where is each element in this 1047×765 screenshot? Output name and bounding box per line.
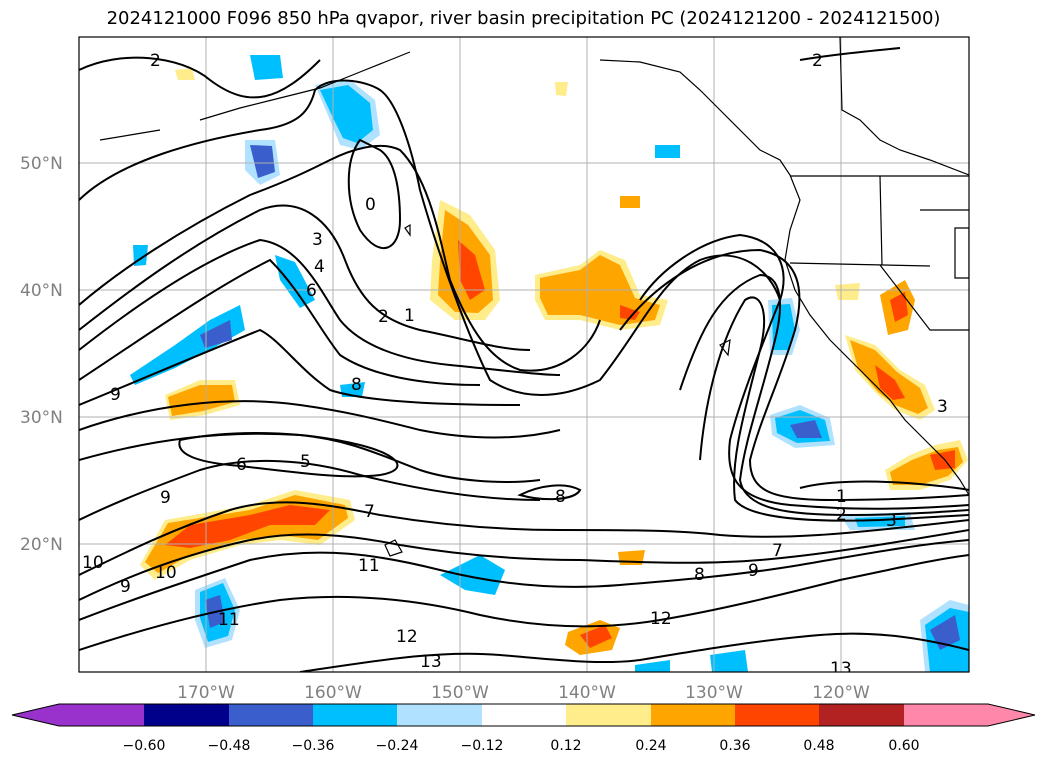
colorbar-tick-label: 0.48 — [803, 738, 834, 754]
lat-label: 40°N — [20, 281, 63, 301]
contour-label: 2 — [836, 505, 847, 525]
colorbar-tick-label: 0.12 — [550, 738, 581, 754]
pc-positive-area — [580, 625, 612, 648]
pc-negative-area — [250, 145, 275, 178]
contour-label: 13 — [420, 652, 442, 672]
pc-positive-area — [875, 365, 905, 400]
longitude-labels: 170°W 160°W 150°W 140°W 130°W 120°W — [177, 683, 870, 703]
colorbar-extend-low — [12, 704, 144, 726]
colorbar-tick-label: −0.12 — [461, 738, 504, 754]
lon-label: 120°W — [812, 683, 870, 703]
pc-negative-area — [635, 660, 670, 672]
colorbar-segment — [651, 704, 735, 726]
pc-positive-area — [555, 82, 568, 96]
contour-label: 11 — [218, 610, 240, 630]
contour-labels: 2 2 0 3 4 6 2 1 8 9 6 5 9 7 10 9 11 10 1… — [82, 51, 948, 679]
contour-label: 9 — [110, 385, 121, 405]
contour-label: 2 — [150, 51, 161, 71]
pc-positive-area — [620, 305, 640, 320]
contour-label: 5 — [300, 452, 311, 472]
colorbar-extend-high — [904, 704, 1035, 726]
pc-positive-area — [620, 196, 640, 208]
lon-label: 140°W — [558, 683, 616, 703]
colorbar-segment — [566, 704, 651, 726]
pc-negative-area — [130, 305, 245, 385]
colorbar-tick-label: 0.60 — [888, 738, 919, 754]
colorbar-segment — [397, 704, 482, 726]
contour-label: 3 — [886, 511, 897, 531]
pc-negative-area — [275, 255, 315, 308]
pc-negative-area — [200, 320, 232, 348]
pc-negative-area — [772, 304, 795, 350]
contour-label: 8 — [351, 375, 362, 395]
contour-label: 1 — [404, 306, 415, 326]
contour-label: 6 — [306, 281, 317, 301]
plot-frame — [78, 36, 970, 673]
pc-positive-area — [175, 68, 195, 80]
colorbar-segment — [735, 704, 819, 726]
colorbar-segment — [229, 704, 313, 726]
contour-label: 3 — [937, 397, 948, 417]
colorbar-tick-label: −0.24 — [376, 738, 419, 754]
contour-label: 9 — [748, 561, 759, 581]
contour-label: 3 — [312, 230, 323, 250]
pc-negative-area — [440, 555, 505, 595]
colorbar-segment — [819, 704, 904, 726]
colorbar-outline — [11, 703, 1036, 727]
colorbar-segment — [144, 704, 229, 726]
contour-label: 2 — [378, 307, 389, 327]
contour-label: 7 — [364, 502, 375, 522]
contour-label: 12 — [396, 627, 418, 647]
colorbar-tick-label: 0.36 — [719, 738, 750, 754]
colorbar-tick-label: 0.24 — [635, 738, 666, 754]
colorbar-segment — [313, 704, 397, 726]
contour-label: 0 — [365, 195, 376, 215]
lon-label: 160°W — [304, 683, 362, 703]
pc-negative-area — [655, 145, 680, 158]
lon-label: 170°W — [177, 683, 235, 703]
lat-label: 50°N — [20, 154, 63, 174]
contour-label: 9 — [160, 488, 171, 508]
contour-label: 8 — [694, 565, 705, 585]
colorbar: −0.60 −0.48 −0.36 −0.24 −0.12 0.12 0.24 … — [11, 703, 1036, 754]
pc-positive-area — [458, 240, 485, 300]
lat-label: 20°N — [20, 535, 63, 555]
contour-label: 8 — [555, 487, 566, 507]
pc-negative-area — [710, 650, 748, 672]
qvapor-contours — [79, 47, 969, 672]
map-title: 2024121000 F096 850 hPa qvapor, river ba… — [106, 8, 941, 29]
contour-label: 4 — [314, 257, 325, 277]
latitude-labels: 50°N 40°N 30°N 20°N — [20, 154, 63, 555]
plot-area: 2 2 0 3 4 6 2 1 8 9 6 5 9 7 10 9 11 10 1… — [79, 37, 969, 679]
contour-label: 10 — [82, 553, 104, 573]
pc-negative-area — [790, 420, 822, 438]
colorbar-tick-label: −0.48 — [208, 738, 251, 754]
colorbar-tick-label: −0.60 — [123, 738, 166, 754]
contour-label: 13 — [830, 659, 852, 679]
contour-label: 2 — [812, 51, 823, 71]
pc-positive-area — [168, 385, 235, 416]
pc-positive-area — [890, 292, 908, 322]
contour-label: 9 — [120, 577, 131, 597]
gridlines — [79, 37, 969, 672]
contour-label: 10 — [155, 563, 177, 583]
lon-label: 130°W — [685, 683, 743, 703]
lon-label: 150°W — [431, 683, 489, 703]
contour-label: 11 — [358, 556, 380, 576]
colorbar-segment — [482, 704, 566, 726]
pc-negative-area — [930, 615, 960, 650]
colorbar-tick-label: −0.36 — [292, 738, 335, 754]
pc-negative-area — [250, 55, 283, 80]
contour-label: 1 — [836, 487, 847, 507]
lat-label: 30°N — [20, 408, 63, 428]
contour-label: 6 — [236, 455, 247, 475]
contour-label: 12 — [650, 609, 672, 629]
contour-label: 7 — [772, 541, 783, 561]
pc-positive-area — [835, 283, 860, 300]
